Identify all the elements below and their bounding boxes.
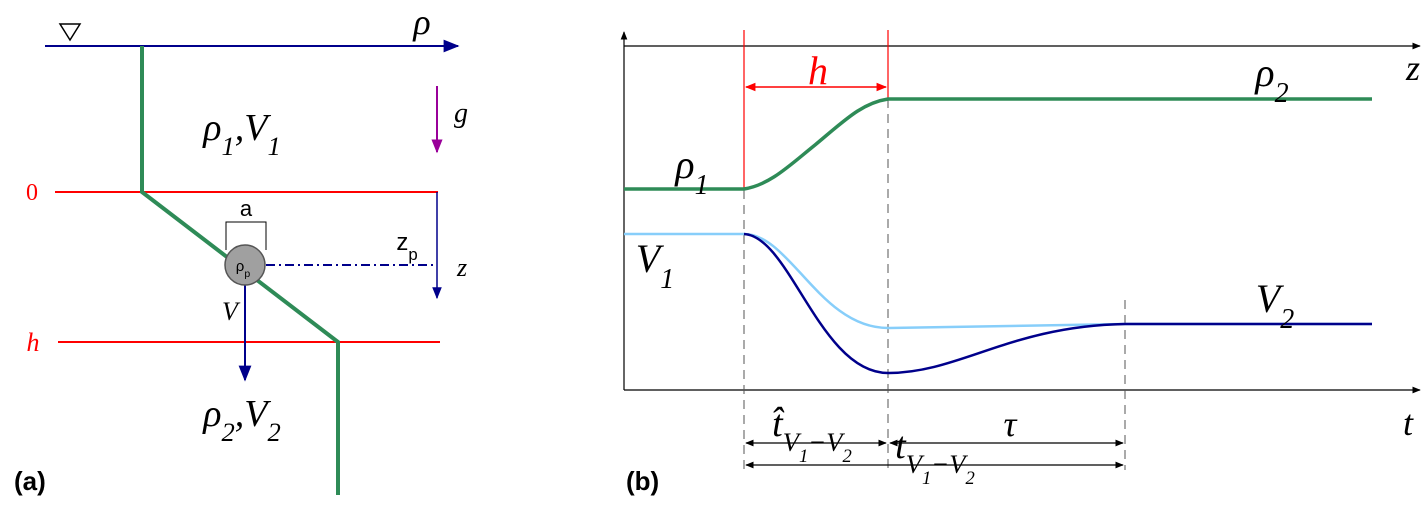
label-text: z — [1405, 48, 1420, 88]
label-text: −V — [931, 449, 968, 479]
subscript: 2 — [1280, 304, 1294, 335]
label-text: V — [906, 449, 925, 479]
label-text: t̂ — [772, 403, 785, 445]
label-text: ρ — [1253, 50, 1274, 95]
layer-label: ρ2,V2 — [202, 393, 281, 447]
subscript-text: 2 — [267, 417, 280, 447]
subscript: V1−V2 — [783, 427, 852, 467]
label-text: a — [240, 196, 253, 221]
label-text: 0 — [26, 180, 38, 206]
label-text: V — [1256, 276, 1285, 321]
panel-a: (a) — [14, 23, 460, 496]
level-label: h — [27, 328, 40, 357]
diameter-bracket — [225, 221, 267, 250]
curve-label: ρ2 — [1253, 50, 1288, 109]
subscript: 2 — [221, 417, 234, 447]
panel-b: (b) — [620, 30, 1421, 496]
free-surface-symbol — [58, 23, 82, 42]
subscript: 1 — [267, 131, 280, 161]
subscript-text: 1 — [922, 468, 931, 489]
axis-label: z — [456, 253, 467, 282]
label-text: ρ — [202, 393, 221, 435]
level-label: 0 — [26, 180, 38, 206]
subscript: 2 — [843, 446, 852, 467]
subscript: V1−V2 — [906, 449, 975, 489]
subscript: p — [408, 245, 417, 264]
subscript: 2 — [267, 417, 280, 447]
depth-label: zp — [396, 229, 417, 264]
panel-tag: (b) — [626, 466, 659, 496]
label-text: ,V — [235, 393, 272, 435]
subscript-text: 1 — [267, 131, 280, 161]
label-text: τ — [1004, 404, 1018, 444]
particle — [224, 244, 266, 286]
label-text: h — [808, 48, 828, 93]
label-text: V — [636, 236, 665, 281]
axis-label: t — [1403, 403, 1414, 443]
label-text: t — [1403, 403, 1414, 443]
label-text: g — [454, 98, 468, 129]
subscript: 2 — [1275, 78, 1289, 109]
subscript: 1 — [799, 446, 808, 467]
subscript: 1 — [695, 170, 709, 201]
velocity-label: V — [222, 297, 241, 326]
time-label: t̂V1−V2 — [772, 403, 852, 467]
subscript: 1 — [221, 131, 234, 161]
subscript: 2 — [966, 468, 975, 489]
subscript: 1 — [660, 264, 674, 295]
subscript-text: 2 — [1280, 304, 1294, 335]
thickness-label: h — [808, 48, 828, 93]
curve-label: ρ1 — [673, 142, 708, 201]
label-text: ρ — [673, 142, 694, 187]
label-text: ρ — [236, 258, 245, 275]
subscript-text: 1 — [799, 446, 808, 467]
curve-label: V1 — [636, 236, 674, 295]
time-label: tV1−V2 — [895, 425, 975, 489]
subscript-text: 2 — [1275, 78, 1289, 109]
label-text: ρ — [412, 2, 430, 42]
label-text: V — [783, 427, 802, 457]
subscript: 1 — [922, 468, 931, 489]
subscript: p — [244, 268, 250, 280]
label-text: −V — [808, 427, 845, 457]
subscript-text: 1 — [221, 131, 234, 161]
axis-label: z — [1405, 48, 1420, 88]
panel-tag: (a) — [14, 466, 46, 496]
layer-label: ρ1,V1 — [202, 107, 281, 161]
subscript-text: p — [408, 245, 417, 264]
diameter-label: a — [240, 196, 253, 221]
subscript-text: p — [244, 268, 250, 280]
label-text: z — [456, 253, 467, 282]
label-text: ,V — [235, 107, 272, 149]
particle-label: ρp — [236, 258, 251, 280]
time-label: τ — [1004, 404, 1018, 444]
density-curve — [624, 97, 1372, 191]
label-text: V — [222, 297, 241, 326]
label-text: t — [895, 425, 907, 467]
label-text: ρ — [202, 107, 221, 149]
subscript-text: 2 — [221, 417, 234, 447]
subscript-text: 2 — [843, 446, 852, 467]
axis-label: ρ — [412, 2, 430, 42]
label-text: z — [396, 229, 408, 256]
subscript-text: 1 — [660, 264, 674, 295]
label-text: h — [27, 328, 40, 357]
subscript-text: 2 — [966, 468, 975, 489]
curve-label: V2 — [1256, 276, 1294, 335]
axis-label: g — [454, 98, 468, 129]
velocity-curve — [743, 232, 1372, 375]
subscript-text: 1 — [695, 170, 709, 201]
